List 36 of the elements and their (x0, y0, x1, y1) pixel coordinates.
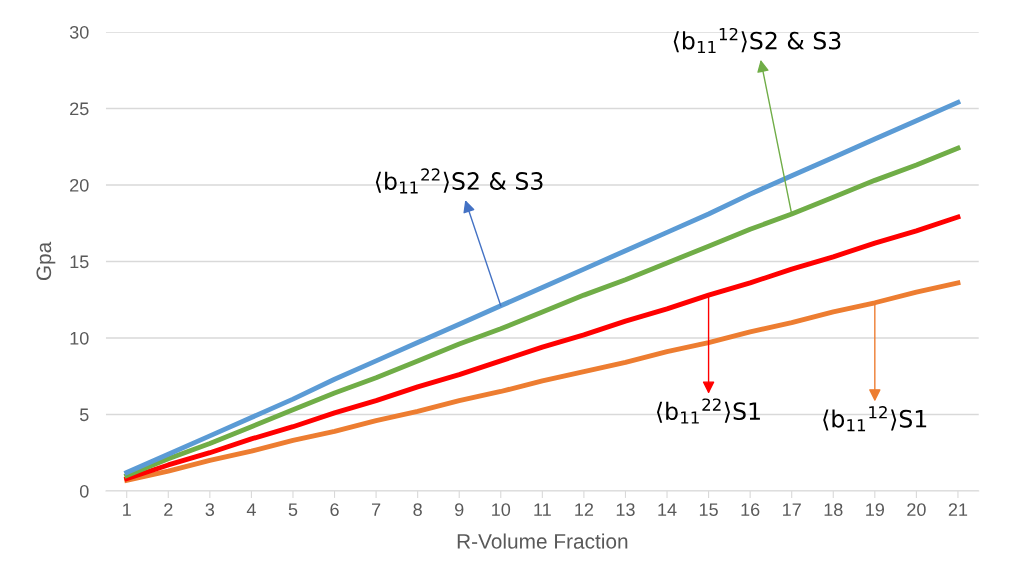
y-tick-label: 15 (70, 255, 89, 269)
x-tick-label: 10 (492, 503, 511, 517)
x-tick-label: 1 (123, 503, 131, 516)
x-tick-label: 20 (907, 503, 926, 517)
x-tick-label: 15 (699, 503, 718, 517)
annotation: ⟨b$_{11}$$^{22}$⟩S2 & S3 (375, 168, 543, 194)
x-tick-label: 19 (866, 503, 885, 517)
x-tick-label: 7 (372, 503, 381, 516)
x-tick-label: 6 (330, 503, 339, 517)
annotation: ⟨b$_{11}$$^{12}$⟩S2 & S3 (673, 27, 841, 54)
y-tick-label: 5 (79, 408, 89, 422)
y-tick-label: 10 (70, 331, 89, 345)
x-tick-label: 9 (455, 503, 464, 517)
y-tick-label: 30 (69, 25, 89, 39)
x-tick-label: 13 (616, 503, 635, 517)
x-tick-label: 14 (658, 503, 677, 516)
x-tick-label: 11 (534, 503, 551, 516)
y-tick-label: 25 (70, 102, 89, 116)
y-axis-title: Gpa (36, 241, 56, 281)
line-series (124, 280, 961, 483)
x-tick-label: 2 (164, 503, 173, 516)
x-tick-label: 18 (824, 503, 843, 517)
x-axis-title: R-Volume Fraction (457, 533, 628, 549)
y-tick-label: 0 (79, 484, 89, 498)
x-tick-label: 16 (741, 503, 760, 517)
x-tick-label: 5 (288, 503, 298, 517)
annotation: ⟨b$_{11}$$^{22}$⟩S1 (656, 398, 760, 424)
x-tick-label: 4 (246, 503, 256, 516)
x-tick-label: 12 (575, 503, 594, 516)
x-tick-label: 3 (205, 503, 215, 517)
line-series (124, 214, 961, 482)
x-tick-label: 21 (948, 503, 968, 516)
x-tick-label: 17 (783, 503, 801, 516)
y-tick-label: 20 (70, 178, 89, 192)
annotation: ⟨b$_{11}$$^{12}$⟩S1 (823, 406, 927, 432)
x-tick-label: 8 (413, 503, 422, 517)
